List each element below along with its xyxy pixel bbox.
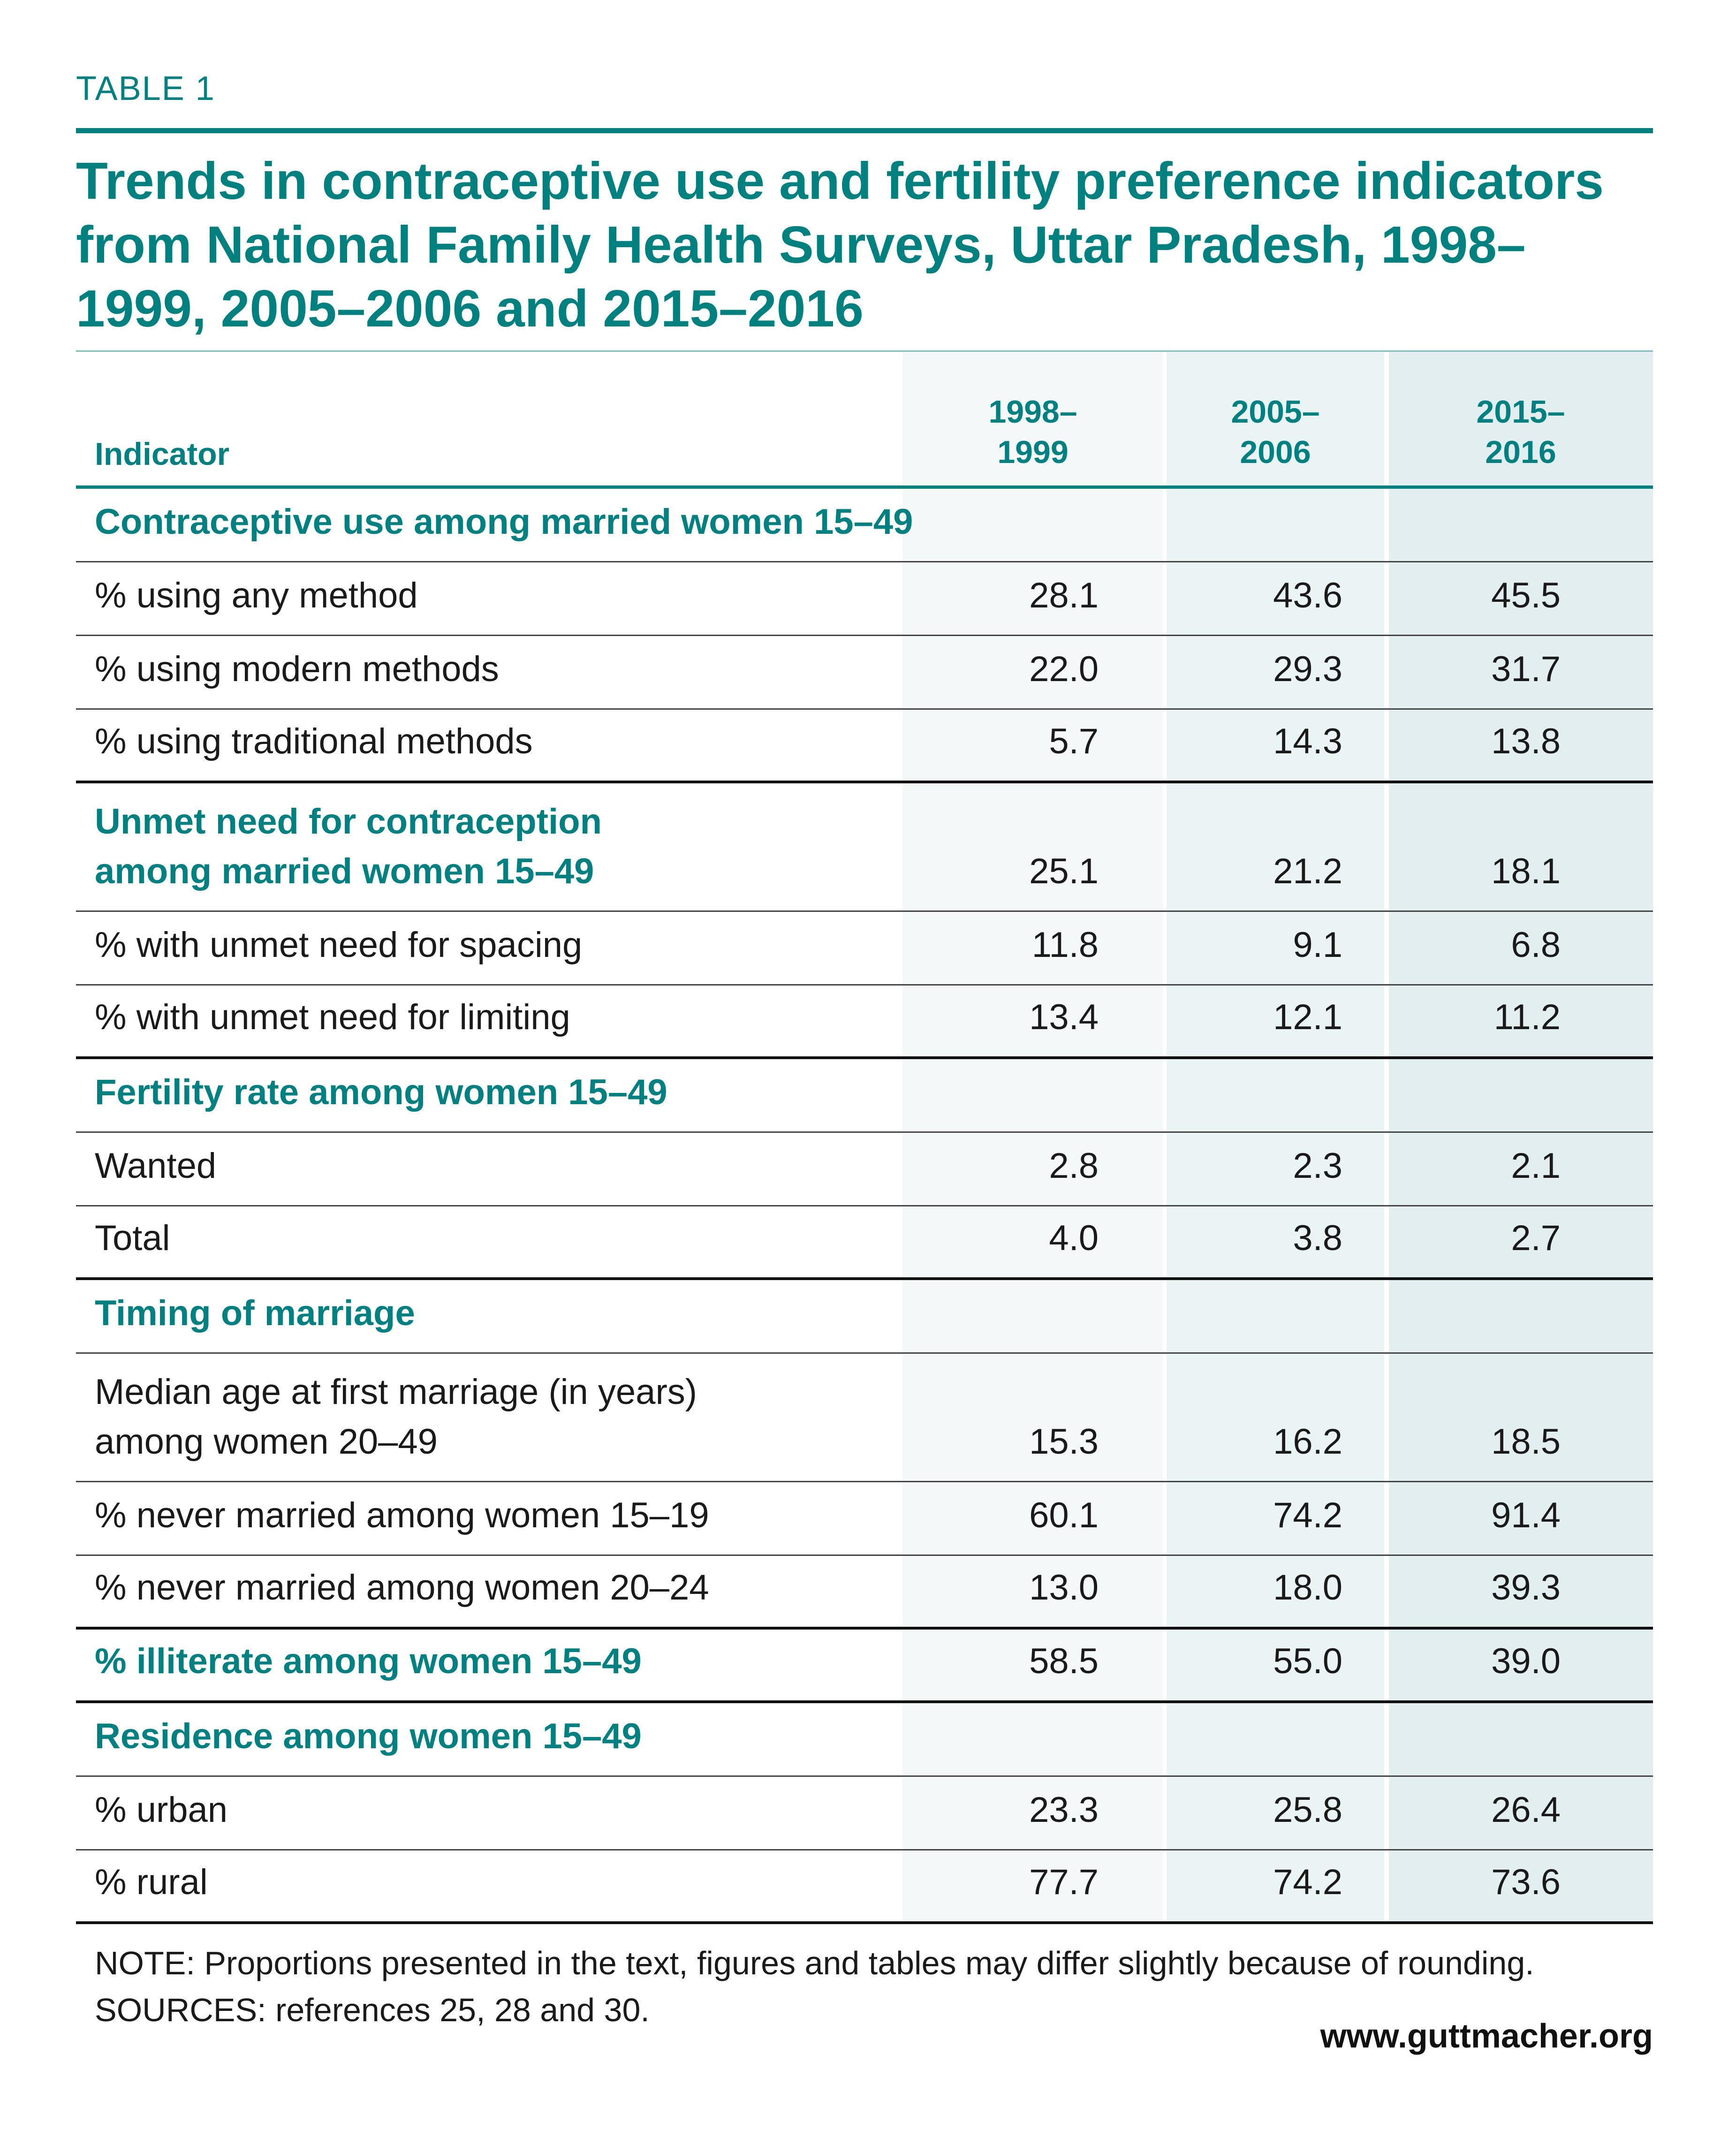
cell-value: 74.2	[1273, 1862, 1342, 1902]
cell-value: 55.0	[1273, 1641, 1342, 1681]
cell-value: 39.3	[1491, 1568, 1561, 1608]
row-label: % using any method	[95, 576, 418, 615]
table-row: % using any method 28.1 43.6 45.5	[76, 562, 1653, 636]
section-row: Timing of marriage	[76, 1280, 1653, 1354]
cell-value: 2.8	[1049, 1146, 1099, 1186]
cell-value: 29.3	[1273, 649, 1342, 689]
table-row: % never married among women 20–24 13.0 18.…	[76, 1556, 1653, 1630]
cell-value: 25.8	[1273, 1790, 1342, 1830]
cell-value: 13.8	[1491, 721, 1561, 761]
cell-value: 5.7	[1049, 721, 1099, 761]
cell-value: 28.1	[1029, 576, 1099, 615]
row-label: Total	[95, 1218, 170, 1258]
cell-value: 25.1	[1029, 851, 1099, 891]
cell-value: 22.0	[1029, 649, 1099, 689]
header-year-2015: 2015– 2016	[1476, 394, 1565, 470]
cell-value: 11.8	[1031, 925, 1099, 965]
header-year-2005: 2005– 2006	[1231, 394, 1320, 470]
cell-value: 13.0	[1029, 1568, 1099, 1608]
table-row: % using traditional methods 5.7 14.3 13.8	[76, 710, 1653, 783]
table-title: Trends in contraceptive use and fertilit…	[76, 152, 1604, 338]
cell-value: 4.0	[1049, 1218, 1099, 1258]
row-label: % urban	[95, 1790, 228, 1830]
table-row: % with unmet need for spacing 11.8 9.1 6.8	[76, 912, 1653, 986]
row-label: % with unmet need for spacing	[95, 925, 583, 965]
cell-value: 2.3	[1293, 1146, 1342, 1186]
table-label: TABLE 1	[76, 70, 215, 107]
cell-value: 13.4	[1029, 997, 1099, 1037]
row-label: Median age at first marriage (in years) …	[95, 1372, 697, 1462]
cell-value: 2.7	[1511, 1218, 1561, 1258]
cell-value: 31.7	[1491, 649, 1561, 689]
table-note: NOTE: Proportions presented in the text,…	[95, 1945, 1534, 2028]
section-row: % illiterate among women 15–49 58.5 55.0 39…	[76, 1630, 1653, 1703]
row-label: Wanted	[95, 1146, 217, 1186]
cell-value: 91.4	[1491, 1495, 1561, 1535]
cell-value: 58.5	[1029, 1641, 1099, 1681]
row-label: % never married among women 20–24	[95, 1568, 709, 1608]
section-label: Residence among women 15–49	[95, 1716, 642, 1756]
table-row: % rural 77.7 74.2 73.6	[76, 1850, 1653, 1924]
cell-value: 16.2	[1273, 1422, 1342, 1462]
section-label: Unmet need for contraception among marri…	[95, 802, 602, 891]
row-label: % never married among women 15–19	[95, 1495, 709, 1535]
section-label: Contraceptive use among married women 15…	[95, 502, 913, 542]
table-row: % with unmet need for limiting 13.4 12.1 11…	[76, 986, 1653, 1059]
column-background-1998	[902, 350, 1163, 1924]
row-label: % using traditional methods	[95, 721, 533, 761]
table-row: Median age at first marriage (in years) …	[76, 1354, 1653, 1482]
cell-value: 14.3	[1273, 721, 1342, 761]
cell-value: 11.2	[1493, 997, 1561, 1037]
section-row: Unmet need for contraception among marri…	[76, 783, 1653, 912]
section-label: Timing of marriage	[95, 1293, 415, 1333]
website-url: www.guttmacher.org	[1320, 2017, 1653, 2055]
cell-value: 73.6	[1491, 1862, 1561, 1902]
row-label: % with unmet need for limiting	[95, 997, 570, 1037]
cell-value: 21.2	[1273, 851, 1342, 891]
cell-value: 18.0	[1273, 1568, 1342, 1608]
column-background-2005	[1167, 350, 1384, 1924]
cell-value: 18.1	[1491, 851, 1561, 891]
cell-value: 60.1	[1029, 1495, 1099, 1535]
table-row: % using modern methods 22.0 29.3 31.7	[76, 636, 1653, 710]
header-indicator: Indicator	[95, 436, 230, 472]
table-row: % never married among women 15–19 60.1 74.…	[76, 1482, 1653, 1556]
section-row: Fertility rate among women 15–49	[76, 1059, 1653, 1133]
section-label: % illiterate among women 15–49	[95, 1641, 642, 1681]
table-row: % urban 23.3 25.8 26.4	[76, 1777, 1653, 1850]
cell-value: 77.7	[1029, 1862, 1099, 1902]
section-row: Residence among women 15–49	[76, 1703, 1653, 1777]
cell-value: 43.6	[1273, 576, 1342, 615]
section-label: Fertility rate among women 15–49	[95, 1072, 667, 1112]
table-row: Total 4.0 3.8 2.7	[76, 1206, 1653, 1280]
cell-value: 26.4	[1491, 1790, 1561, 1830]
cell-value: 2.1	[1511, 1146, 1561, 1186]
table-row: Wanted 2.8 2.3 2.1	[76, 1133, 1653, 1206]
cell-value: 12.1	[1273, 997, 1342, 1037]
cell-value: 3.8	[1293, 1218, 1342, 1258]
cell-value: 6.8	[1511, 925, 1561, 965]
cell-value: 9.1	[1293, 925, 1342, 965]
row-label: % rural	[95, 1862, 208, 1902]
section-row: Contraceptive use among married women 15…	[76, 489, 1653, 562]
cell-value: 18.5	[1491, 1422, 1561, 1462]
table-header: Indicator 1998– 1999 2005– 2006 2015– 20…	[76, 350, 1653, 489]
row-label: % using modern methods	[95, 649, 499, 689]
cell-value: 23.3	[1029, 1790, 1099, 1830]
header-year-1998: 1998– 1999	[988, 394, 1077, 470]
cell-value: 15.3	[1029, 1422, 1099, 1462]
cell-value: 39.0	[1491, 1641, 1561, 1681]
column-background-2015	[1389, 350, 1653, 1924]
header-top-rule	[76, 350, 1653, 352]
title-rule	[76, 128, 1653, 133]
cell-value: 45.5	[1491, 576, 1561, 615]
cell-value: 74.2	[1273, 1495, 1342, 1535]
